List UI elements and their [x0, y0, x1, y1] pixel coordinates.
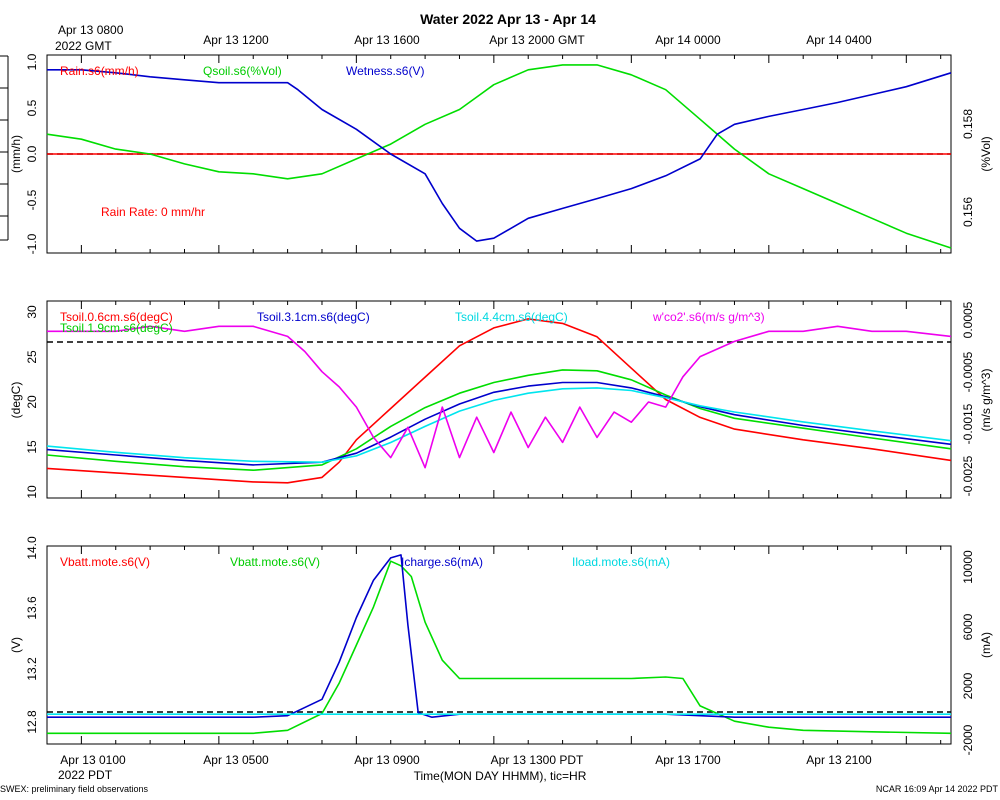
series-line-qsoil-s6-vol	[46, 64, 952, 249]
footer-right: NCAR 16:09 Apr 14 2022 PDT	[876, 784, 999, 794]
y2-axis-title: (mA)	[979, 632, 993, 658]
cropped-panel-edge	[0, 55, 9, 241]
legend-entry: Vbatt.mote.s6(V)	[60, 555, 150, 569]
y-tick-label: 14.0	[25, 536, 39, 560]
y2-tick-label: 10000	[961, 550, 975, 584]
top-axis-label: Apr 14 0000	[655, 33, 721, 47]
panel3-series	[46, 546, 952, 744]
legend-entry: Vbatt.mote.s6(V)	[230, 555, 320, 569]
series-line-tsoil-1-9cm-s6-degc	[46, 369, 952, 472]
y-tick-label: 10	[25, 485, 39, 499]
y-tick-label: 15	[25, 440, 39, 454]
top-axis-label: Apr 13 1200	[203, 33, 269, 47]
y2-tick-label: 6000	[961, 613, 975, 640]
y-axis-title: (V)	[9, 637, 23, 653]
legend-entry: Tsoil.3.1cm.s6(degC)	[257, 310, 370, 324]
legend-entry: Tsoil.1.9cm.s6(degC)	[60, 321, 173, 335]
legend-entry: Iload.mote.s6(mA)	[572, 555, 670, 569]
plot-frame	[46, 300, 952, 499]
bottom-axis-label: Apr 13 0500	[203, 753, 269, 767]
y-tick-label: -1.0	[25, 233, 39, 254]
series-line-w-co2-s6-m-s-g-m-3	[47, 325, 952, 469]
bottom-axis-label: Apr 13 0900	[354, 753, 420, 767]
bottom-axis-sublabel: 2022 PDT	[58, 768, 113, 782]
chart-title: Water 2022 Apr 13 - Apr 14	[420, 11, 596, 27]
bottom-axis-label: Apr 13 1300 PDT	[491, 753, 584, 767]
y-tick-label: -0.5	[25, 189, 39, 210]
y2-tick-label: 0.156	[961, 197, 975, 227]
y2-tick-label: 2000	[961, 672, 975, 699]
legend-entry: Tsoil.0.6cm.s6(degC)	[60, 310, 173, 324]
panel-water: 1.0 0.5 0.0 -0.5 -1.0 (mm/h) 0.158 0.156…	[9, 53, 993, 254]
y2-axis-title: (%Vol)	[979, 136, 993, 171]
legend-entry: Tsoil.4.4cm.s6(degC)	[455, 310, 568, 324]
panel2-series	[46, 301, 952, 498]
y-tick-label: 20	[25, 395, 39, 409]
series-line-vbatt-mote-s6-v	[47, 560, 952, 735]
series-line-tsoil-3-1cm-s6-degc	[46, 381, 952, 466]
top-axis-first-sublabel: 2022 GMT	[55, 39, 112, 53]
y2-tick-label: -0.0015	[961, 403, 975, 444]
y2-axis-title: (m/s g/m^3)	[979, 369, 993, 432]
y-tick-label: 12.8	[25, 710, 39, 734]
series-line-tsoil-0-6cm-s6-degc	[46, 318, 952, 484]
bottom-axis-label: Apr 13 0100	[60, 753, 126, 767]
top-axis-label: Apr 14 0400	[806, 33, 872, 47]
bottom-axis-label: Apr 13 1700	[655, 753, 721, 767]
legend-entry: Rain.s6(mm/h)	[60, 64, 139, 78]
series-line-wetness-s6-v	[47, 69, 952, 242]
y-tick-label: 25	[25, 350, 39, 364]
y2-tick-label: -0.0005	[961, 351, 975, 392]
top-axis-first-label: Apr 13 0800	[58, 23, 124, 37]
y-tick-label: 0.0	[25, 145, 39, 162]
series-line-tsoil-4-4cm-s6-degc	[46, 387, 952, 464]
footer-left: SWEX: preliminary field observations	[0, 784, 149, 794]
top-axis-label: Apr 13 2000 GMT	[489, 33, 585, 47]
plot-frame	[46, 545, 952, 745]
y-tick-label: 30	[25, 305, 39, 319]
y-tick-label: 0.5	[25, 99, 39, 116]
y-tick-label: 1.0	[25, 53, 39, 70]
x-axis-title: Time(MON DAY HHMM), tic=HR	[414, 769, 587, 783]
series-line-icharge-s6-ma	[47, 554, 951, 719]
y2-tick-label: -0.0025	[961, 455, 975, 496]
bottom-axis-label: Apr 13 2100	[806, 753, 872, 767]
top-axis-label: Apr 13 1600	[354, 33, 420, 47]
legend-entry: Icharge.s6(mA)	[401, 555, 483, 569]
y-tick-label: 13.2	[25, 657, 39, 681]
legend-entry: w'co2'.s6(m/s g/m^3)	[652, 310, 765, 324]
y-axis-title: (mm/h)	[9, 135, 23, 173]
rain-rate-annotation: Rain Rate: 0 mm/hr	[101, 205, 205, 219]
y-tick-label: 13.6	[25, 596, 39, 620]
legend-entry: Qsoil.s6(%Vol)	[203, 64, 282, 78]
panel-soil-temp: 30 25 20 15 10 (degC) 0.0005 -0.0005 -0.…	[9, 300, 993, 499]
y2-tick-label: -2000	[961, 724, 975, 755]
legend-entry: Wetness.s6(V)	[346, 64, 424, 78]
panel1-series	[46, 55, 952, 253]
y2-tick-label: 0.0005	[961, 301, 975, 338]
panel-battery: 14.0 13.6 13.2 12.8 (V) 10000 6000 2000 …	[9, 536, 993, 755]
y2-tick-label: 0.158	[961, 109, 975, 139]
y-axis-title: (degC)	[9, 382, 23, 419]
